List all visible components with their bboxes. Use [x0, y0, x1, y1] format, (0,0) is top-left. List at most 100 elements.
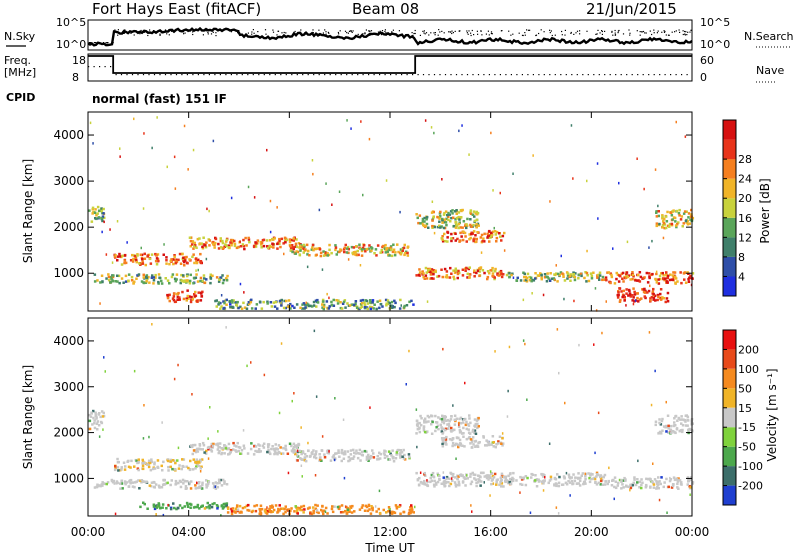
velocity-cell	[418, 476, 421, 480]
nsearch-point	[318, 33, 320, 35]
power-cell	[459, 226, 462, 229]
power-cell	[304, 306, 307, 309]
power-noise-cell	[597, 217, 599, 220]
velocity-cell	[440, 417, 444, 421]
velocity-cell	[322, 512, 325, 516]
velocity-cell	[437, 427, 440, 431]
velocity-noise-cell	[650, 403, 653, 407]
velocity-cell	[95, 417, 98, 420]
velocity-cell	[158, 485, 161, 488]
velocity-cell	[446, 418, 450, 422]
nsearch-point	[524, 32, 526, 34]
power-cell	[662, 222, 666, 225]
power-cell	[446, 231, 450, 234]
velocity-cell	[304, 459, 308, 463]
velocity-cell	[353, 451, 356, 455]
power-cell	[189, 245, 192, 248]
power-cell	[562, 275, 565, 278]
velocity-cell	[658, 418, 661, 421]
velocity-cell	[582, 482, 585, 486]
velocity-noise-cell	[307, 441, 309, 445]
power-cell	[445, 270, 449, 273]
velocity-noise-cell	[470, 504, 472, 507]
power-cell	[454, 226, 458, 229]
power-cell	[454, 221, 458, 224]
power-cell	[139, 263, 142, 266]
nave-point	[357, 74, 359, 76]
velocity-cell	[680, 483, 683, 486]
nsearch-point	[294, 30, 296, 33]
power-cell	[199, 252, 202, 256]
nave-point	[527, 74, 529, 76]
power-cell	[157, 280, 160, 284]
cpid-text: normal (fast) 151 IF	[92, 92, 227, 106]
power-cell	[659, 288, 663, 291]
power-cell	[657, 214, 660, 218]
velocity-noise-cell	[98, 435, 101, 438]
velocity-cell	[347, 455, 351, 459]
power-cell	[558, 273, 561, 277]
nsearch-point	[473, 34, 475, 36]
nave-point	[263, 74, 265, 76]
power-cell	[690, 208, 693, 212]
power-cell	[148, 257, 152, 261]
velocity-cell	[686, 419, 690, 422]
power-cell	[465, 226, 468, 230]
velocity-cell	[306, 507, 310, 510]
power-cell	[197, 258, 200, 262]
nave-point	[219, 74, 221, 76]
top-panel-traces	[87, 26, 693, 76]
velocity-noise-cell	[191, 393, 193, 396]
power-cell	[282, 242, 285, 245]
velocity-noise-cell	[652, 462, 654, 465]
power-cell	[464, 235, 467, 238]
power-cell	[105, 277, 108, 280]
velocity-cell	[300, 452, 303, 456]
velocity-cell	[434, 414, 437, 418]
nave-tick-lo: 0	[700, 71, 707, 84]
velocity-cell	[206, 482, 210, 486]
power-cell	[479, 266, 482, 270]
velocity-cell	[651, 480, 654, 484]
power-noise-cell	[321, 268, 324, 271]
velocity-noise-cell	[597, 411, 600, 415]
power-cell	[291, 304, 294, 308]
power-cell	[493, 277, 496, 281]
power-cell	[500, 275, 504, 279]
power-cell	[657, 278, 660, 281]
power-cell	[461, 268, 465, 271]
nave-point	[258, 74, 260, 76]
power-cell	[652, 296, 656, 300]
velocity-cell	[507, 474, 510, 478]
power-cell	[100, 207, 103, 210]
velocity-cell	[432, 483, 436, 486]
velocity-cell	[284, 444, 287, 448]
velocity-cell	[520, 476, 524, 480]
power-cell	[209, 277, 213, 280]
power-cell	[247, 301, 251, 304]
power-cell	[666, 291, 670, 295]
nave-point	[192, 74, 194, 76]
power-cell	[440, 225, 443, 228]
power-cell	[150, 253, 154, 256]
velocity-noise-cell	[113, 482, 115, 485]
power-noise-cell	[305, 301, 307, 305]
power-cell	[422, 224, 426, 228]
power-noise-cell	[318, 208, 321, 212]
power-cell	[188, 282, 192, 285]
power-cell	[675, 225, 678, 229]
nave-point	[120, 74, 123, 76]
power-cell	[352, 246, 356, 249]
power-cell	[422, 275, 425, 279]
power-cell	[345, 247, 349, 250]
nsearch-point	[210, 33, 213, 35]
velocity-cell	[192, 458, 195, 461]
power-noise-cell	[368, 137, 371, 141]
power-cell	[332, 298, 335, 302]
power-cell	[101, 215, 105, 218]
nsearch-tick-hi: 10^5	[700, 16, 730, 29]
nave-point	[488, 74, 490, 76]
nsearch-point	[377, 31, 379, 33]
velocity-cell	[348, 507, 351, 511]
velocity-cell	[92, 416, 95, 420]
